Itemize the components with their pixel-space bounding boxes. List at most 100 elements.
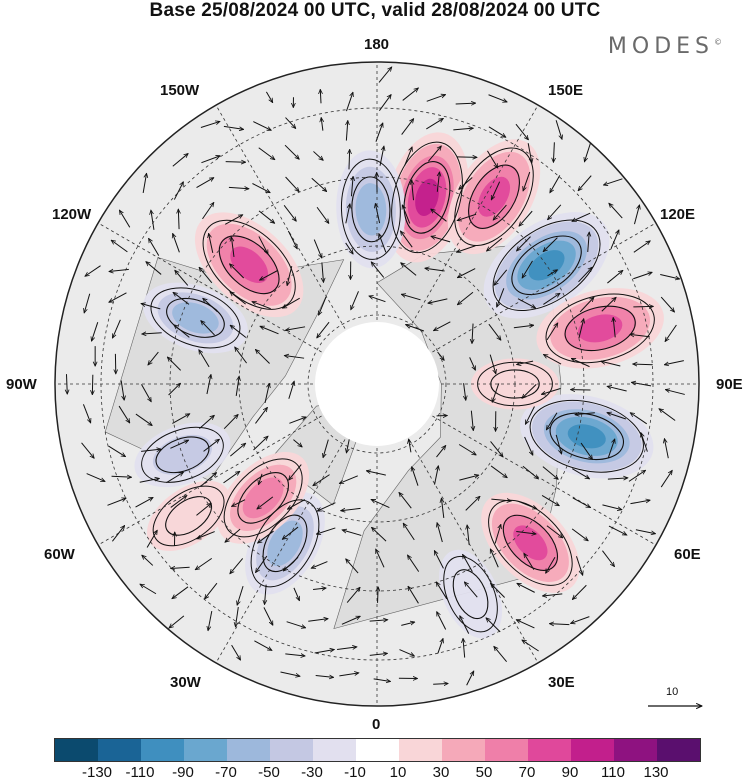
wind-vector xyxy=(436,582,448,600)
wind-vector xyxy=(436,445,445,458)
wind-vector xyxy=(237,586,244,605)
wind-vector xyxy=(173,292,190,305)
wind-vector xyxy=(633,205,639,225)
wind-vector xyxy=(285,176,300,192)
anomaly-contour xyxy=(403,161,451,234)
wind-vector xyxy=(196,503,211,516)
wind-vector xyxy=(609,203,623,219)
wind-vector xyxy=(256,555,268,572)
wind-vector xyxy=(201,321,215,336)
wind-vector xyxy=(283,556,299,571)
wind-vector xyxy=(546,525,563,538)
wind-vector xyxy=(320,89,321,104)
wind-vector xyxy=(464,582,478,598)
wind-vector xyxy=(349,149,350,170)
wind-vector xyxy=(84,293,91,313)
lon-label-90e: 90E xyxy=(716,376,743,393)
wind-vector xyxy=(463,638,465,658)
anomaly-contour xyxy=(391,141,463,254)
wind-vector xyxy=(541,495,559,505)
anomaly-contour xyxy=(165,496,213,536)
anomaly-contour xyxy=(564,305,636,352)
anomaly-contour xyxy=(529,399,644,473)
colorbar-swatch xyxy=(141,739,184,761)
wind-vector xyxy=(252,183,270,192)
wind-vector xyxy=(258,530,274,543)
wind-vector xyxy=(178,209,179,230)
wind-vector xyxy=(406,325,425,332)
anomaly-contour xyxy=(511,235,582,296)
wind-vector xyxy=(664,360,684,365)
wind-vector xyxy=(263,607,274,625)
lon-label-60w: 60W xyxy=(44,546,75,563)
wind-vector xyxy=(428,298,448,303)
wind-vector xyxy=(169,615,185,628)
wind-vector xyxy=(287,266,293,285)
anomaly-contour xyxy=(155,436,210,474)
wind-vector xyxy=(379,234,387,253)
wind-vector xyxy=(265,584,267,605)
colorbar-swatch xyxy=(399,739,442,761)
wind-vector xyxy=(404,147,412,166)
wind-vector xyxy=(492,383,500,402)
wind-vector xyxy=(607,478,628,479)
wind-vector xyxy=(283,205,296,221)
wind-vector xyxy=(525,406,535,424)
wind-vectors xyxy=(66,67,685,685)
wind-vector xyxy=(517,298,536,308)
wind-vector xyxy=(630,500,650,505)
wind-vector xyxy=(209,233,214,254)
wind-vector xyxy=(459,616,470,634)
wind-vector xyxy=(339,475,358,484)
anomaly-shade xyxy=(513,525,548,561)
wind-vector xyxy=(168,383,181,396)
lon-label-90w: 90W xyxy=(6,376,37,393)
wind-vector xyxy=(546,323,558,341)
wind-vector xyxy=(199,350,210,368)
wind-vector xyxy=(575,556,582,575)
wind-vector xyxy=(607,439,614,458)
wind-vector xyxy=(488,126,506,138)
wind-vector xyxy=(201,156,220,164)
colorbar-swatch xyxy=(270,739,313,761)
wind-vector xyxy=(203,298,218,313)
wind-vector xyxy=(641,433,648,452)
wind-vector xyxy=(607,270,622,284)
wind-vector xyxy=(118,405,130,423)
wind-vector xyxy=(232,499,246,507)
wind-vector xyxy=(200,121,220,128)
lon-label-150e: 150E xyxy=(548,82,584,99)
wind-vector xyxy=(323,439,329,458)
wind-vector xyxy=(401,263,417,276)
wind-vector xyxy=(167,357,182,371)
wind-vector xyxy=(601,361,621,367)
colorbar-tick-label: 130 xyxy=(643,764,669,781)
wind-vector xyxy=(111,476,132,477)
colorbar xyxy=(54,738,701,762)
wind-vector xyxy=(108,445,126,457)
wind-vector xyxy=(469,357,476,370)
colorbar-tick-label: 10 xyxy=(389,764,407,781)
wind-vector xyxy=(487,150,497,168)
wind-vector xyxy=(317,321,330,338)
colorbar-tick-label: 30 xyxy=(432,764,450,781)
wind-vector xyxy=(258,473,263,485)
wind-vector xyxy=(664,439,669,459)
wind-vector xyxy=(486,618,501,633)
wind-vector xyxy=(308,619,328,622)
wind-vector xyxy=(85,265,101,277)
anomaly-contour xyxy=(502,514,558,571)
wind-vector xyxy=(408,586,419,604)
wind-vector xyxy=(322,262,324,282)
wind-vector xyxy=(489,354,496,374)
wind-vector xyxy=(543,293,560,305)
wind-vector xyxy=(252,302,271,310)
wind-vector xyxy=(437,638,443,654)
meridian-line xyxy=(97,222,338,362)
wind-vector xyxy=(550,175,561,192)
wind-vector xyxy=(317,502,336,512)
meridian-line xyxy=(97,406,338,546)
colorbar-tick-label: -130 xyxy=(81,764,113,781)
wind-vector xyxy=(345,242,353,254)
wind-vector xyxy=(199,267,213,284)
